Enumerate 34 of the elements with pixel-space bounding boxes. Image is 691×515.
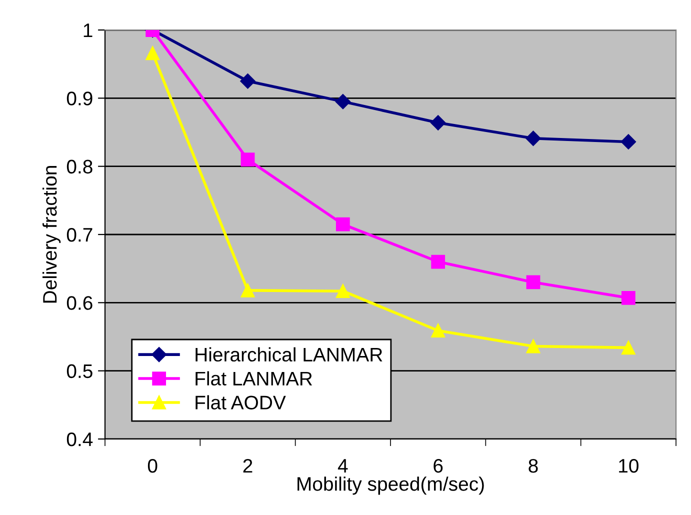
point (526, 339, 540, 354)
x-tick-label: 2 (243, 458, 252, 473)
y-tick-label: 0.5 (66, 364, 92, 378)
y-tick-label: 0.8 (66, 160, 92, 174)
point (526, 275, 540, 290)
point (240, 152, 255, 166)
point (336, 217, 350, 232)
y-tick-label: 0.4 (66, 432, 93, 446)
point (526, 130, 541, 146)
x-tick-label: 6 (434, 458, 443, 473)
point (336, 284, 350, 298)
x-axis-title: Mobility speed(m/sec) (298, 476, 484, 495)
legend-label: Flat LANMAR (196, 371, 312, 386)
x-tick-label: 0 (148, 458, 158, 473)
y-tick-label: 0.6 (66, 296, 92, 310)
x-tick-label: 8 (528, 458, 538, 473)
y-tick-label: 0.7 (66, 228, 92, 242)
point (621, 340, 636, 355)
x-tick-label: 4 (338, 459, 348, 473)
legend-label: Flat AODV (196, 395, 286, 410)
point (240, 74, 256, 89)
legend-label: Hierarchical LANMAR (196, 347, 382, 362)
point (335, 94, 350, 110)
x-tick-label: 10 (619, 458, 638, 473)
point (430, 115, 446, 130)
point (621, 290, 636, 305)
point (146, 46, 160, 60)
point (620, 134, 636, 150)
y-tick-label: 0.9 (66, 92, 92, 106)
point (240, 283, 255, 298)
y-axis-title: Delivery fraction (42, 166, 61, 303)
y-tick-label: 1 (84, 24, 92, 38)
point (431, 324, 446, 338)
point (431, 254, 446, 269)
